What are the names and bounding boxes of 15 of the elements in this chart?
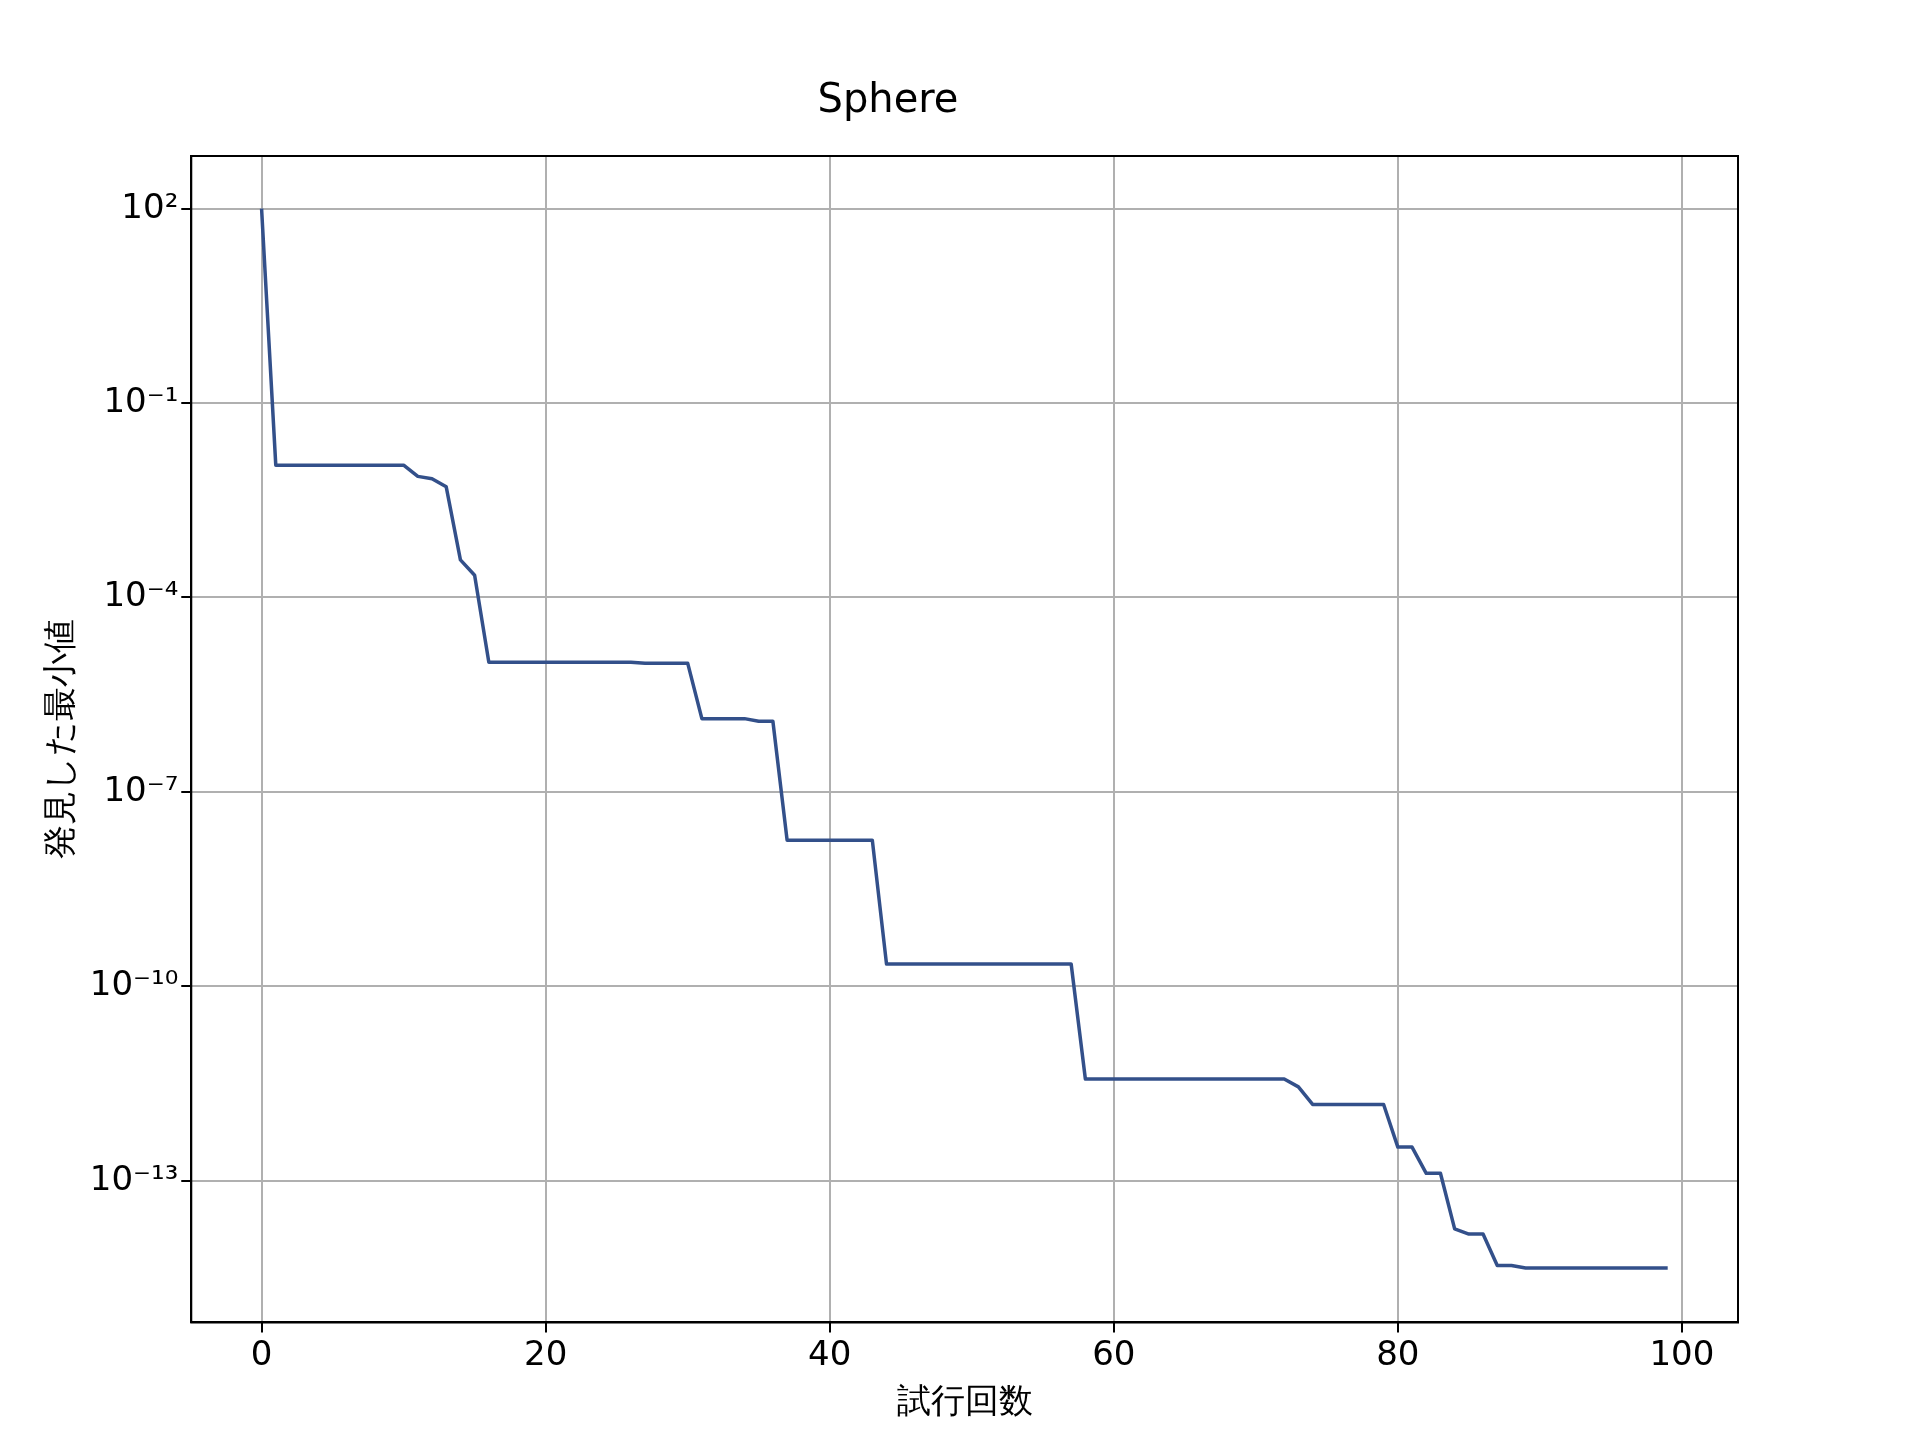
x-tick-label: 0 (250, 1332, 273, 1373)
y-tick-label: 10⁻⁴ (103, 574, 179, 615)
x-tick-label: 80 (1376, 1332, 1420, 1373)
x-tick-label: 100 (1649, 1332, 1715, 1373)
y-tick-label: 10⁻¹³ (89, 1157, 179, 1198)
x-axis-title: 試行回数 (896, 1380, 1033, 1421)
y-axis-title: 発見した最小値 (39, 619, 80, 860)
y-tick-label: 10⁻⁷ (103, 768, 179, 809)
x-tick-label: 20 (524, 1332, 568, 1373)
y-tick-label: 10⁻¹ (103, 379, 179, 420)
chart-title: Sphere (817, 75, 959, 122)
x-tick-label: 40 (808, 1332, 852, 1373)
y-tick-label: 10⁻¹⁰ (89, 963, 179, 1004)
x-tick-label: 60 (1092, 1332, 1136, 1373)
y-tick-label: 10² (121, 185, 179, 226)
